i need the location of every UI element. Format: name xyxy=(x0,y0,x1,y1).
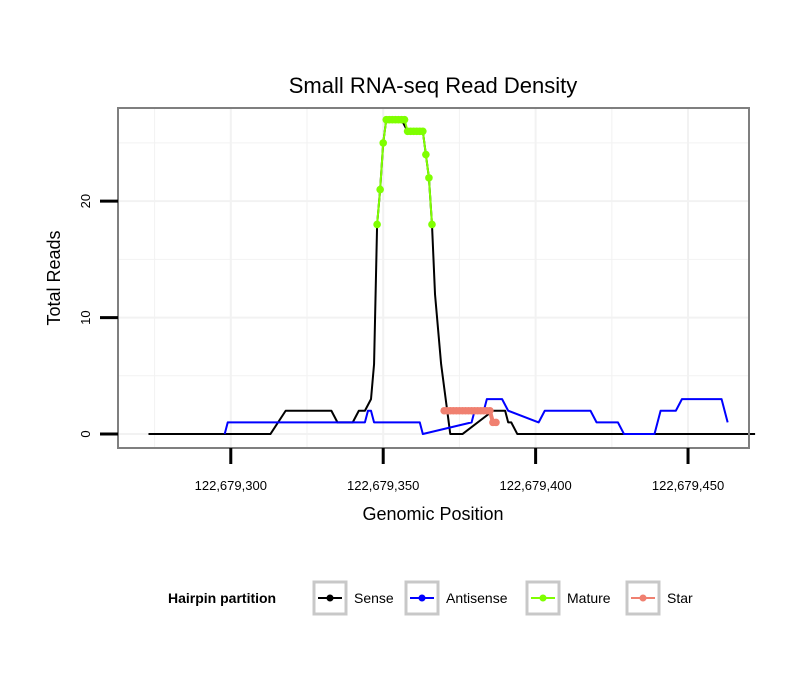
legend-label: Star xyxy=(667,590,693,606)
x-tick-label: 122,679,300 xyxy=(195,478,267,493)
legend-key-point xyxy=(539,594,547,602)
mature-point xyxy=(379,139,388,147)
mature-point xyxy=(425,174,433,182)
star-point xyxy=(492,418,500,427)
legend-label: Mature xyxy=(567,590,611,606)
legend-title: Hairpin partition xyxy=(168,590,276,606)
legend: Hairpin partition Sense Antisense Mature St… xyxy=(168,580,693,616)
chart-title: Small RNA-seq Read Density xyxy=(289,73,578,98)
x-tick-label: 122,679,350 xyxy=(347,478,419,493)
mature-point xyxy=(419,127,427,136)
mature-point xyxy=(373,220,381,229)
mature-point xyxy=(376,185,384,194)
y-tick-label: 20 xyxy=(78,194,93,208)
mature-point xyxy=(400,115,409,124)
x-tick-label: 122,679,400 xyxy=(499,478,571,493)
star-point xyxy=(486,406,494,415)
points-layer xyxy=(373,115,500,427)
x-axis: 122,679,300 122,679,350 122,679,400 122,679… xyxy=(195,448,724,493)
y-axis: 0 10 20 xyxy=(78,194,118,438)
legend-key-point xyxy=(639,594,647,602)
legend-label: Antisense xyxy=(446,590,508,606)
legend-item-sense: Sense xyxy=(312,580,394,616)
x-tick-label: 122,679,450 xyxy=(652,478,724,493)
legend-label: Sense xyxy=(354,590,394,606)
legend-key-point xyxy=(326,594,334,602)
y-tick-label: 10 xyxy=(78,310,93,324)
y-tick-label: 0 xyxy=(78,430,93,437)
legend-item-star: Star xyxy=(625,580,693,616)
y-axis-title: Total Reads xyxy=(44,230,64,325)
mature-point xyxy=(428,220,436,229)
legend-item-antisense: Antisense xyxy=(404,580,508,616)
mature-point xyxy=(422,150,430,159)
antisense-series-line xyxy=(223,398,729,436)
plot-border xyxy=(117,107,750,449)
x-axis-title: Genomic Position xyxy=(362,504,503,524)
legend-item-mature: Mature xyxy=(525,580,611,616)
legend-key-point xyxy=(418,594,426,602)
